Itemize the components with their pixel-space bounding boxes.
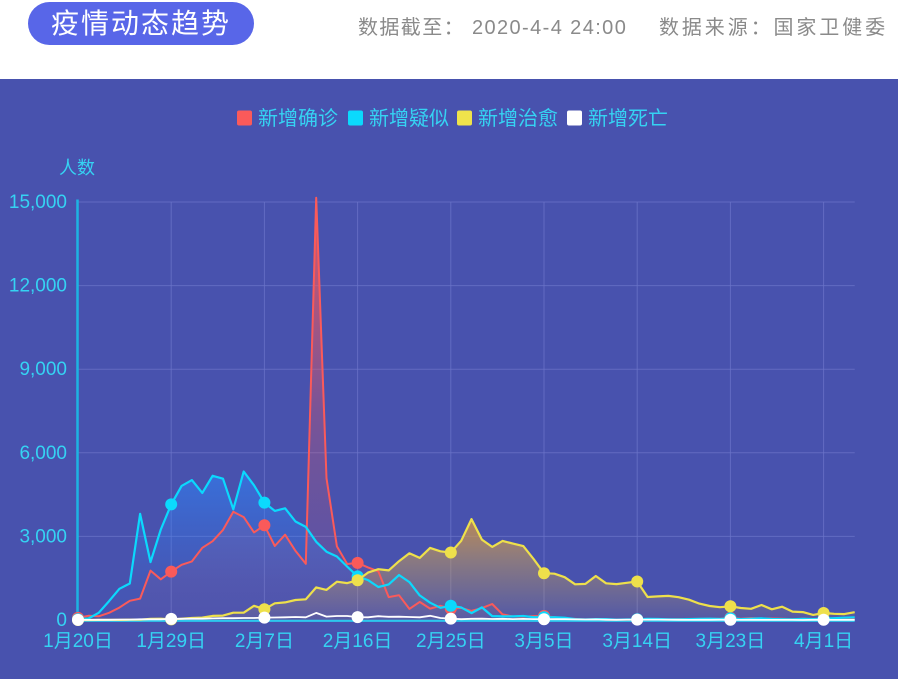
svg-text:12,000: 12,000 bbox=[9, 276, 67, 297]
svg-text:1月29日: 1月29日 bbox=[136, 631, 206, 652]
svg-text:新增死亡: 新增死亡 bbox=[588, 107, 668, 130]
svg-text:2月7日: 2月7日 bbox=[235, 631, 294, 652]
svg-text:0: 0 bbox=[56, 610, 67, 631]
svg-text:新增治愈: 新增治愈 bbox=[478, 107, 558, 130]
svg-text:3月23日: 3月23日 bbox=[696, 631, 766, 652]
svg-text:2月16日: 2月16日 bbox=[323, 631, 393, 652]
svg-text:人数: 人数 bbox=[59, 158, 95, 178]
svg-text:1月20日: 1月20日 bbox=[43, 631, 113, 652]
svg-text:9,000: 9,000 bbox=[19, 359, 67, 380]
svg-text:6,000: 6,000 bbox=[19, 443, 67, 464]
svg-text:新增疑似: 新增疑似 bbox=[369, 107, 449, 130]
svg-text:3月5日: 3月5日 bbox=[514, 631, 573, 652]
svg-text:4月1日: 4月1日 bbox=[794, 631, 853, 652]
svg-text:新增确诊: 新增确诊 bbox=[258, 107, 338, 130]
svg-text:2月25日: 2月25日 bbox=[416, 631, 486, 652]
svg-text:15,000: 15,000 bbox=[9, 192, 67, 213]
svg-text:3月14日: 3月14日 bbox=[602, 631, 672, 652]
svg-text:3,000: 3,000 bbox=[19, 526, 67, 547]
